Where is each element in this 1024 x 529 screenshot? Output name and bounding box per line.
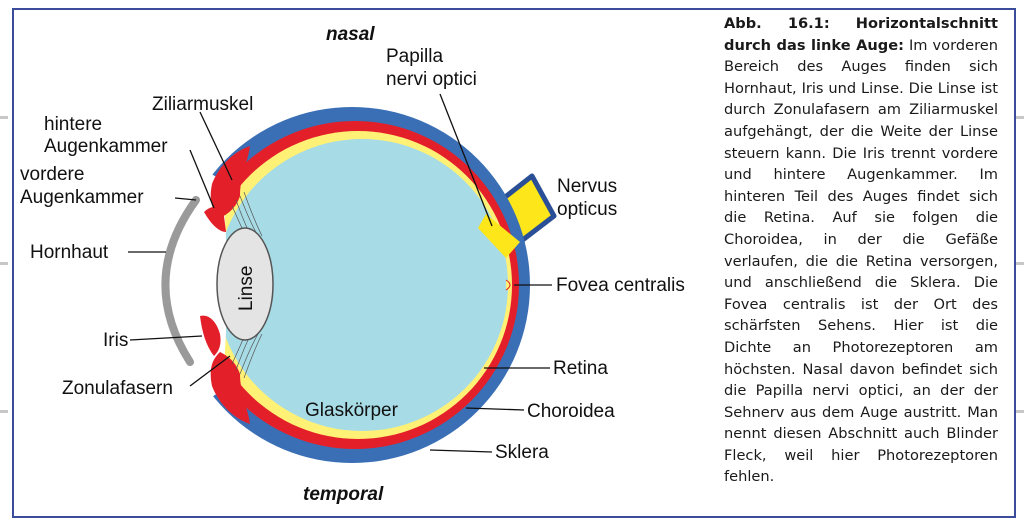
label-vordere-1: vordere — [20, 164, 84, 185]
lens — [216, 227, 274, 341]
anterior-chamber — [210, 190, 227, 380]
iris-lower — [200, 315, 221, 356]
fovea-notch — [505, 279, 511, 291]
label-hintere-2: Augenkammer — [44, 136, 168, 157]
cornea — [161, 196, 200, 366]
leader-lines — [128, 93, 552, 453]
page-edge-mark — [1016, 116, 1024, 119]
page-edge-mark — [0, 410, 8, 413]
label-papilla-2: nervi optici — [386, 69, 477, 90]
ciliary-body-upper — [210, 146, 250, 218]
label-iris: Iris — [103, 330, 128, 351]
ciliary-body-lower — [210, 352, 250, 424]
label-ziliarmuskel: Ziliarmuskel — [152, 94, 253, 115]
label-nervus-2: opticus — [557, 199, 617, 220]
label-glaskoerper: Glaskörper — [305, 400, 399, 421]
label-hornhaut: Hornhaut — [30, 242, 109, 263]
label-hintere-1: hintere — [44, 114, 102, 135]
page-edge-mark — [1016, 262, 1024, 265]
iris-upper — [204, 207, 226, 232]
page-edge-mark — [0, 262, 8, 265]
label-choroidea: Choroidea — [527, 401, 615, 422]
caption-body: Im vorderen Bereich des Auges finden sic… — [724, 36, 998, 486]
page-edge-mark — [1016, 410, 1024, 413]
label-nervus-1: Nervus — [557, 176, 617, 197]
label-sklera: Sklera — [495, 442, 549, 463]
label-linse: Linse — [236, 266, 257, 311]
vitreous-body — [216, 139, 508, 431]
label-fovea: Fovea centralis — [556, 275, 685, 296]
optic-disc — [478, 214, 520, 258]
page-edge-mark — [0, 116, 8, 119]
figure-caption: Abb. 16.1: Horizontalschnitt durch das l… — [724, 13, 998, 488]
label-papilla-1: Papilla — [386, 46, 443, 67]
label-vordere-2: Augenkammer — [20, 187, 144, 208]
label-nasal: nasal — [326, 24, 375, 45]
label-zonulafasern: Zonulafasern — [62, 378, 173, 399]
caption-title: Abb. 16.1: Horizontalschnitt durch das l… — [724, 15, 998, 54]
label-retina: Retina — [553, 358, 608, 379]
label-temporal: temporal — [303, 484, 384, 505]
